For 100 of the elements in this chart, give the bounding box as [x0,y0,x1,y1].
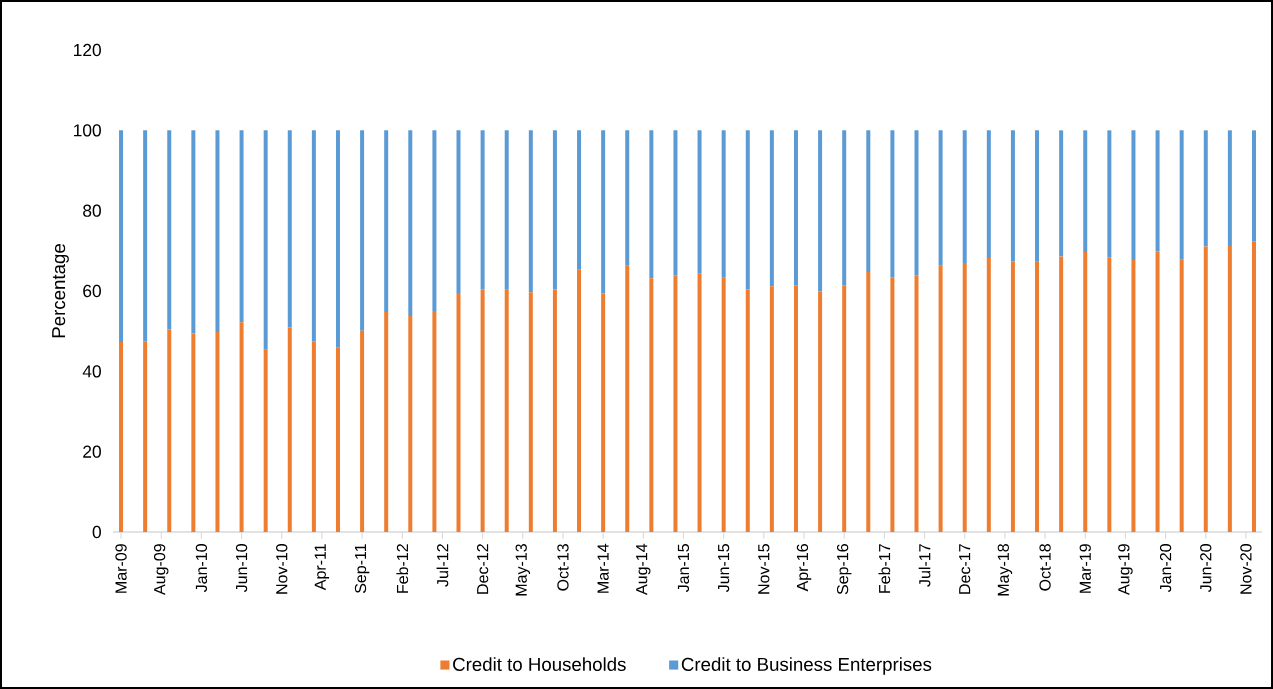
bar [793,130,798,286]
bar [384,130,389,312]
x-tick-label: Jul-17 [918,544,931,587]
bar [890,130,895,278]
bar [721,130,726,278]
bar [986,130,991,259]
bar [143,130,148,342]
x-tick-label: Feb-17 [878,544,891,593]
x-tick-label: Mar-19 [1079,544,1091,593]
bar [818,130,823,292]
x-tick-label: Aug-19 [1118,544,1133,595]
bar [504,289,509,532]
x-tick-label: Aug-09 [153,544,169,595]
x-tick-label: Oct-18 [1039,544,1051,591]
bar [360,130,365,331]
bar [480,289,485,532]
bar [1131,130,1136,261]
bar [456,130,461,294]
x-tick-label: Apr-16 [796,544,812,592]
bar [938,130,943,266]
bar [842,285,847,532]
bar [552,289,557,532]
bar [914,130,919,276]
bar [962,262,967,532]
bar [311,130,316,342]
x-tick-label: Jan-15 [677,544,690,593]
bar [914,275,919,532]
bar [480,130,485,290]
bar [1179,259,1184,532]
bar [1155,130,1160,252]
x-tick-label: Sep-16 [836,544,852,595]
x-tick-label: Nov-10 [276,544,288,594]
bar [504,130,509,290]
bar [384,311,389,532]
x-tick-label: Aug-14 [636,543,651,595]
bar [263,349,268,532]
bar [673,275,678,532]
bar [866,130,871,273]
bar [1059,256,1064,532]
x-tick-label: Oct-13 [557,544,569,591]
x-tick-label: Dec-17 [959,544,971,594]
x-tick-label: Jan-10 [195,544,208,593]
bar [143,341,148,532]
bar [986,258,991,532]
bar [335,347,340,532]
y-tick-label: 20 [83,445,101,458]
x-tick-label: Jul-12 [436,544,449,587]
bar [287,327,292,532]
bar [1155,251,1160,532]
bar [119,130,124,343]
x-tick-label: Apr-11 [314,544,330,591]
bar [842,130,847,286]
bar [432,311,437,532]
bar [1227,130,1232,247]
bar [697,273,702,532]
x-tick-label: Dec-12 [476,544,489,594]
bar [673,130,678,276]
bar [239,322,244,532]
bar [938,265,943,532]
bar [1203,246,1208,532]
x-tick-label: May-18 [997,544,1013,596]
bar [167,130,172,330]
bar [1083,130,1088,253]
bar [432,130,437,312]
y-tick-label: 100 [74,124,101,137]
bar [625,265,630,532]
bar [1251,130,1256,242]
bar [263,130,268,350]
bar [1203,130,1208,247]
bar [793,285,798,532]
y-tick-label: 60 [83,284,101,298]
bar [1107,130,1112,258]
bar [1251,241,1256,532]
bar [890,277,895,532]
bar [1035,130,1040,262]
bar [962,130,967,263]
bar [649,130,654,279]
bar [528,292,533,532]
bar [625,130,630,266]
x-tick-label: Jun-20 [1200,544,1212,593]
x-tick-label: Sep-11 [354,544,370,594]
bar [191,333,196,532]
bar [191,130,196,334]
x-tick-label: Feb-12 [396,544,409,593]
bar [745,130,750,290]
bar [335,130,340,348]
bar [721,277,726,532]
y-axis-title: Percentage [52,244,69,338]
bar [215,331,220,532]
bar [287,130,292,328]
x-tick-label: Nov-20 [1240,544,1252,594]
y-tick-label: 120 [74,43,101,57]
bar [577,130,582,270]
bar [818,291,823,532]
bar [456,293,461,532]
bar [119,342,124,532]
bar [601,293,606,532]
bar [1107,257,1112,532]
bar [1035,261,1040,532]
bar [1059,130,1064,257]
